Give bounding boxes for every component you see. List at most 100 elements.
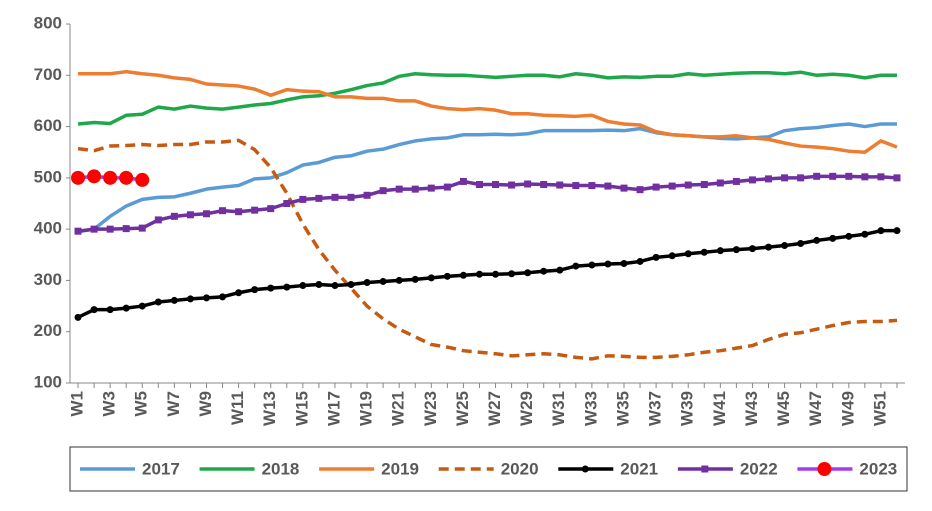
data-point [235,208,243,216]
data-point [781,174,789,182]
data-point [90,225,98,233]
x-tick-label: W33 [581,391,600,426]
series-line [78,69,898,154]
data-point [267,284,275,292]
data-point [620,184,628,192]
data-point [411,275,419,283]
data-point [700,248,708,256]
data-point [748,176,756,184]
legend-marker [581,465,589,473]
x-tick-label: W29 [517,391,536,426]
y-tick-label: 800 [34,13,62,32]
data-point [103,170,118,185]
x-tick-label: W15 [292,391,311,426]
x-tick-label: W11 [228,391,247,425]
data-point [652,183,660,191]
data-point [620,260,628,268]
legend-label: 2017 [142,459,180,478]
x-tick-label: W35 [613,391,632,426]
data-point [845,232,853,240]
data-point [604,182,612,190]
data-point [347,193,355,201]
series-line [77,138,898,361]
data-point [765,175,773,183]
x-tick-label: W9 [196,391,215,417]
data-point [186,211,194,219]
data-point [588,261,596,269]
data-point [684,181,692,189]
data-point [379,277,387,285]
data-point [556,266,564,274]
data-point [492,270,500,278]
data-point [893,174,901,182]
data-point [588,182,596,190]
data-point [748,245,756,253]
x-tick-label: W21 [389,391,408,426]
data-point [219,293,227,301]
data-point [636,186,644,194]
x-tick-label: W45 [774,391,793,426]
y-tick-label: 300 [34,270,62,289]
data-point [443,183,451,191]
data-point [379,187,387,195]
data-point [524,269,532,277]
x-tick-label: W25 [453,391,472,426]
legend-label: 2018 [262,459,300,478]
x-tick-label: W7 [164,391,183,417]
x-tick-label: W31 [549,391,568,426]
x-tick-label: W49 [838,391,857,426]
data-point [235,289,243,297]
x-tick-label: W27 [485,391,504,426]
data-point [427,184,435,192]
legend-label: 2021 [620,459,658,478]
data-point [652,253,660,261]
y-tick-label: 200 [34,321,62,340]
data-point [861,173,869,181]
data-point [475,181,483,189]
legend-box [69,446,908,492]
x-tick-label: W17 [324,391,343,426]
data-point [459,271,467,279]
y-tick-label: 100 [34,372,62,391]
x-tick-label: W39 [678,391,697,426]
data-point [459,177,467,185]
x-tick-label: W1 [68,391,87,417]
data-point [765,243,773,251]
y-tick-label: 500 [34,167,62,186]
data-point [138,224,146,232]
data-point [443,272,451,280]
series-line [77,174,898,233]
data-point [829,234,837,242]
data-point [363,191,371,199]
data-point [331,282,339,290]
data-point [170,212,178,220]
data-point [331,193,339,201]
data-point [90,306,98,314]
data-point [604,260,612,268]
data-point [700,181,708,189]
legend-label: 2022 [740,459,778,478]
data-point [492,181,500,189]
data-point [251,286,259,294]
data-point [154,298,162,306]
y-tick-label: 600 [34,116,62,135]
data-point [572,262,580,270]
data-point [877,173,885,181]
data-point [283,283,291,291]
data-point [202,210,210,218]
data-point [251,206,259,214]
series-line [77,228,897,319]
data-point [315,194,323,202]
data-point [508,270,516,278]
data-point [427,274,435,282]
data-point [299,195,307,203]
data-point [668,252,676,260]
data-point [556,181,564,189]
data-point [395,185,403,193]
x-tick-label: W23 [421,391,440,426]
data-point [87,169,102,184]
data-point [122,225,130,233]
data-point [119,170,134,185]
data-point [363,278,371,286]
data-point [186,295,194,303]
